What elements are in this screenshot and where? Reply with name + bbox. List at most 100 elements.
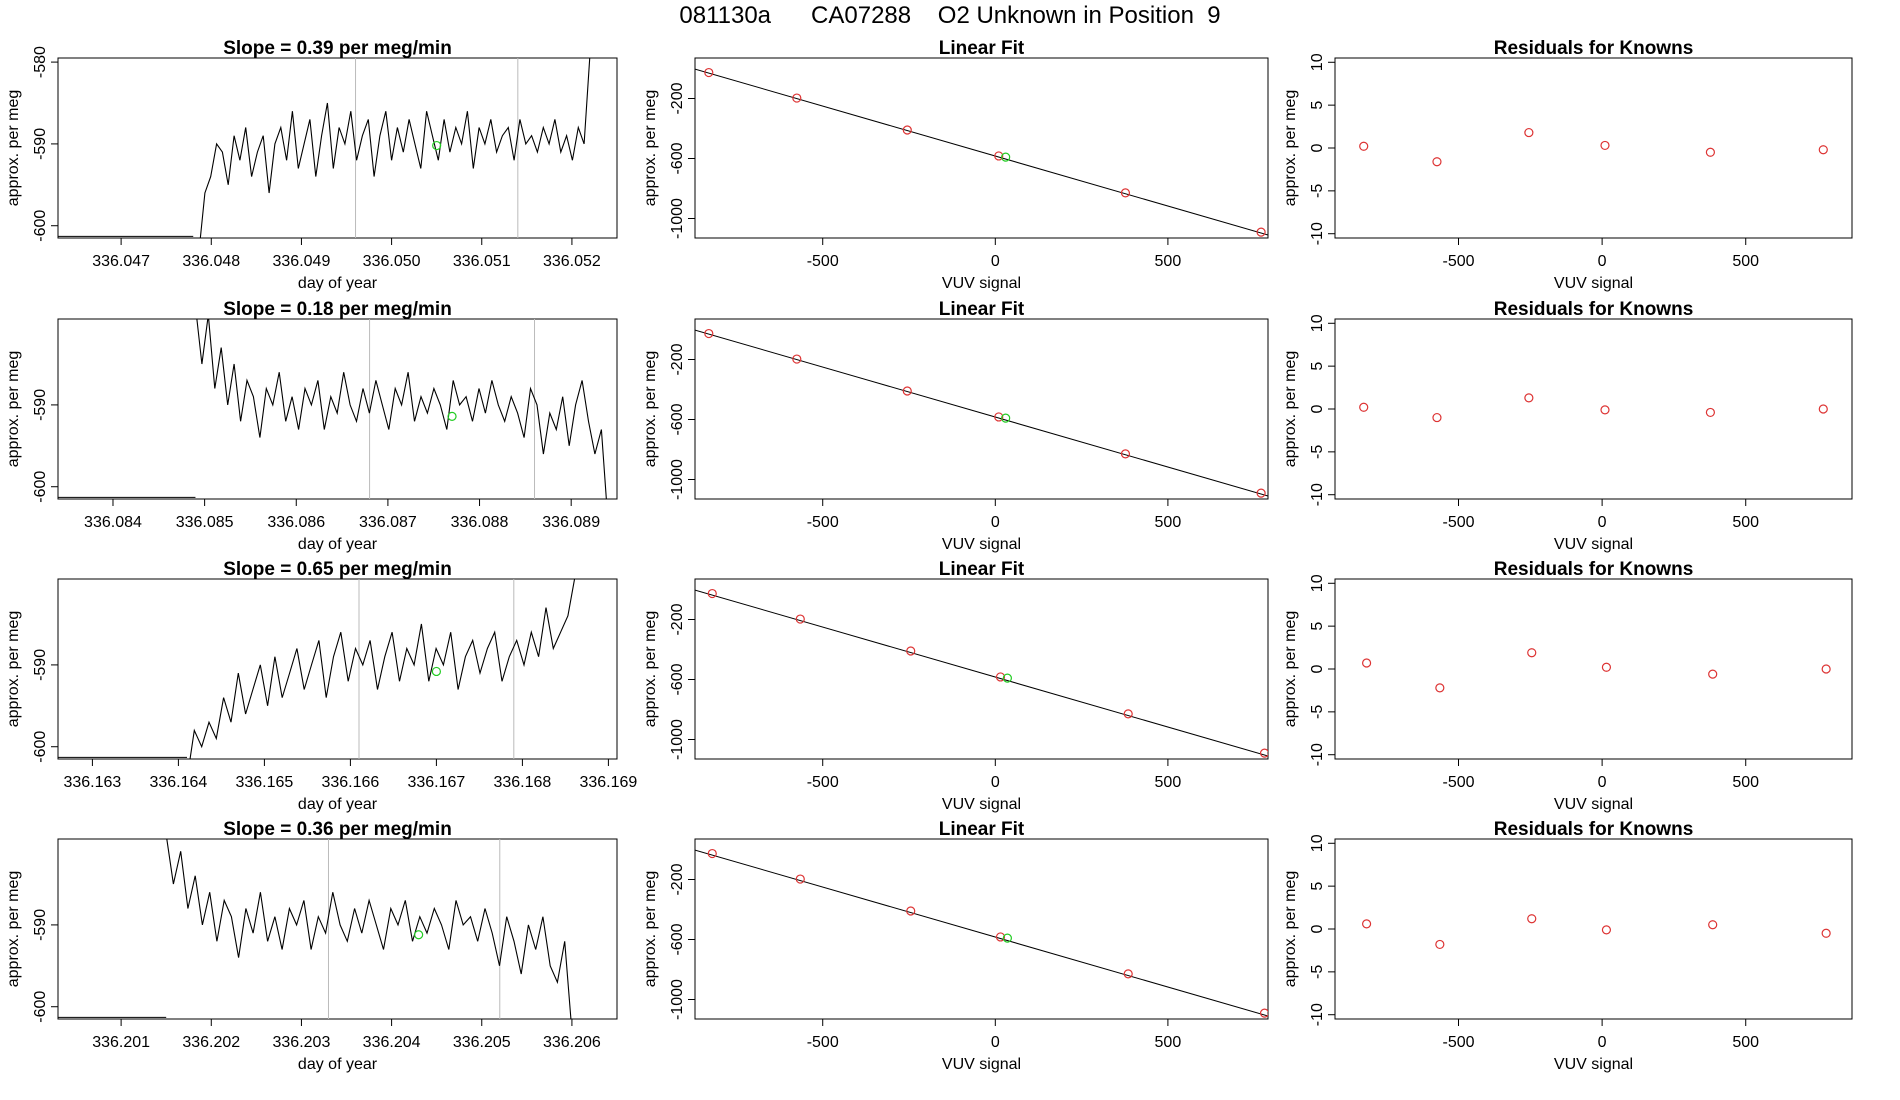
y-axis-label: approx. per meg: [5, 611, 22, 728]
page-title: 081130a CA07288 O2 Unknown in Position 9: [679, 2, 1221, 29]
y-tick-label: 0: [1309, 143, 1326, 152]
y-tick-label: -200: [669, 863, 686, 895]
known-point: [995, 672, 1006, 682]
known-point: [1705, 147, 1715, 157]
panel-2-3: Residuals for Knowns -500 0 500 -10 -5 0 5 10 VUV…: [1282, 299, 1853, 553]
plot-area: [58, 579, 576, 759]
known-point: [994, 151, 1004, 161]
panel-4-2: Linear Fit -500 0 500 -1000 -600 -200 VUV signa…: [642, 819, 1269, 1073]
x-tick-label: 336.084: [84, 514, 142, 531]
y-axis-label: approx. per meg: [1282, 90, 1299, 207]
panel-title: Residuals for Knowns: [1494, 38, 1694, 59]
known-point: [1432, 412, 1442, 423]
x-tick-label: 500: [1155, 1034, 1182, 1051]
known-point: [1527, 648, 1537, 658]
panel-2-1: Slope = 0.18 per meg/min 336.084 336.085 33…: [5, 299, 618, 553]
known-point: [1818, 145, 1828, 155]
y-tick-label: -600: [669, 403, 686, 435]
y-axis-label: approx. per meg: [642, 611, 659, 728]
x-axis-label: day of year: [298, 536, 378, 553]
y-tick-label: 10: [1309, 53, 1326, 71]
x-tick-label: 0: [1598, 514, 1607, 531]
x-tick-label: 336.201: [92, 1034, 150, 1051]
panel-title: Residuals for Knowns: [1494, 819, 1694, 840]
plot-area: [695, 328, 1268, 498]
unknown-marker: [432, 140, 442, 151]
x-tick-label: 336.087: [359, 514, 417, 531]
y-tick-label: -590: [32, 909, 49, 941]
y-tick-label: -5: [1309, 965, 1326, 979]
x-axis-label: VUV signal: [942, 536, 1021, 553]
signal-line: [166, 839, 572, 1019]
y-tick-label: 0: [1309, 664, 1326, 673]
x-tick-label: 336.085: [176, 514, 234, 531]
x-axis-label: VUV signal: [1554, 796, 1633, 813]
y-tick-label: -600: [669, 142, 686, 174]
y-tick-label: -600: [669, 923, 686, 955]
y-tick-label: -590: [32, 649, 49, 681]
plot-frame: [1334, 318, 1853, 500]
panel-4-1: Slope = 0.36 per meg/min 336.201 336.202 33…: [5, 819, 618, 1073]
x-tick-label: 336.204: [363, 1034, 421, 1051]
plot-area: [695, 67, 1268, 237]
unknown-point: [1002, 673, 1012, 683]
x-axis-label: VUV signal: [1554, 275, 1633, 292]
x-tick-label: 500: [1732, 1034, 1759, 1051]
y-tick-label: -1000: [669, 198, 686, 239]
x-tick-label: 336.167: [407, 774, 465, 791]
known-point: [1359, 141, 1369, 151]
x-tick-label: 500: [1155, 774, 1182, 791]
x-tick-label: 336.169: [579, 774, 637, 791]
y-tick-label: -580: [32, 46, 49, 78]
y-tick-label: 10: [1309, 314, 1326, 332]
known-point: [1708, 669, 1718, 679]
known-point: [1123, 969, 1133, 979]
y-tick-label: -5: [1309, 445, 1326, 459]
x-tick-label: 336.164: [149, 774, 207, 791]
panel-1-1: Slope = 0.39 per meg/min 336.047 336.048 33…: [5, 38, 618, 292]
plot-frame: [1334, 57, 1853, 239]
x-tick-label: 0: [1598, 1034, 1607, 1051]
panel-title: Linear Fit: [939, 819, 1025, 840]
panel-title: Linear Fit: [939, 38, 1025, 59]
x-axis-label: VUV signal: [942, 275, 1021, 292]
x-tick-label: 500: [1732, 253, 1759, 270]
y-tick-label: -200: [669, 343, 686, 375]
x-axis-label: day of year: [298, 275, 378, 292]
known-point: [1361, 658, 1372, 668]
known-point: [1259, 748, 1268, 758]
unknown-marker: [414, 930, 424, 940]
x-axis-label: VUV signal: [1554, 536, 1633, 553]
known-point: [1120, 449, 1131, 459]
x-tick-label: 336.089: [542, 514, 600, 531]
x-tick-label: 336.047: [92, 253, 150, 270]
plot-frame: [694, 57, 1269, 239]
x-tick-label: 336.088: [451, 514, 509, 531]
y-axis-label: approx. per meg: [5, 871, 22, 988]
known-point: [1361, 919, 1372, 929]
unknown-point: [1002, 933, 1012, 943]
plot-frame: [57, 578, 618, 760]
x-tick-label: 336.051: [453, 253, 511, 270]
x-axis-label: day of year: [298, 1056, 378, 1073]
y-tick-label: 5: [1309, 101, 1326, 110]
fit-line: [695, 589, 1268, 757]
y-tick-label: -10: [1309, 483, 1326, 506]
known-point: [1601, 925, 1612, 935]
y-tick-label: -1000: [669, 719, 686, 760]
plot-area: [58, 58, 591, 238]
known-point: [906, 646, 916, 656]
y-tick-label: -600: [669, 663, 686, 695]
known-point: [795, 874, 805, 884]
y-tick-label: -200: [669, 603, 686, 635]
known-point: [1524, 127, 1534, 138]
x-tick-label: -500: [1442, 253, 1474, 270]
y-tick-label: 10: [1309, 834, 1326, 852]
y-tick-label: -590: [32, 128, 49, 160]
panel-3-2: Linear Fit -500 0 500 -1000 -600 -200 VUV signa…: [642, 559, 1269, 813]
x-tick-label: -500: [1442, 514, 1474, 531]
known-point: [1818, 404, 1828, 414]
known-point: [1821, 928, 1831, 938]
panel-4-3: Residuals for Knowns -500 0 500 -10 -5 0 5 10 VUV…: [1282, 819, 1853, 1073]
